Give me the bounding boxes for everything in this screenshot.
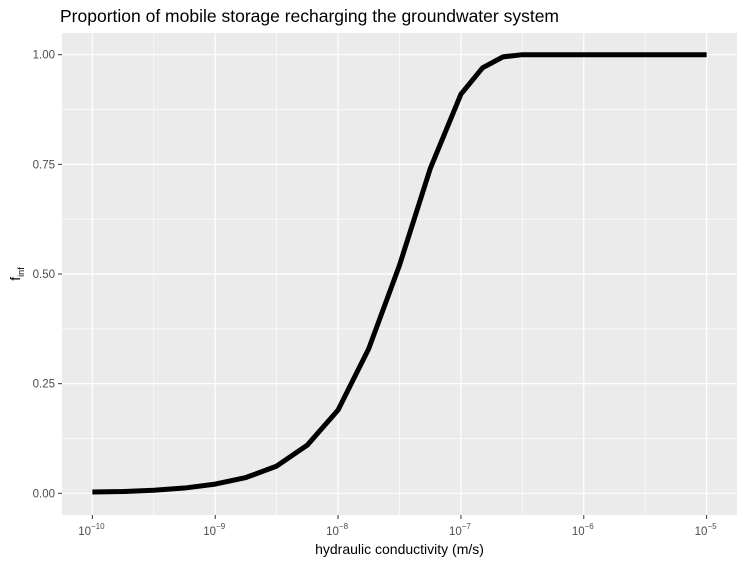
y-axis-title-base: f	[7, 277, 23, 281]
y-axis-title: finf	[7, 267, 26, 281]
chart-title: Proportion of mobile storage recharging …	[60, 6, 559, 26]
x-tick-label: 10−9	[203, 522, 225, 538]
x-tick-label-exponent: −9	[216, 522, 226, 531]
x-tick-label-base: 10	[326, 526, 339, 538]
y-tick-label: 0.25	[33, 379, 55, 391]
series-layer	[92, 52, 707, 495]
x-tick-label-exponent: −6	[585, 522, 595, 531]
x-tick-label: 10−5	[695, 522, 717, 538]
x-tick-label-base: 10	[695, 526, 708, 538]
x-tick-label-base: 10	[78, 526, 91, 538]
x-tick-label: 10−10	[78, 522, 105, 538]
y-axis-title-subscript: inf	[16, 267, 26, 277]
x-tick-label-exponent: −5	[707, 522, 717, 531]
x-tick-label-exponent: −7	[462, 522, 472, 531]
x-axis-title: hydraulic conductivity (m/s)	[315, 541, 484, 557]
y-tick-label: 1.00	[33, 50, 55, 62]
x-tick-label: 10−7	[449, 522, 471, 538]
y-tick-label: 0.50	[33, 269, 55, 281]
x-axis: 10−10 10−9 10−8 10−7 10−6 10−5	[78, 515, 717, 538]
x-tick-label-base: 10	[572, 526, 585, 538]
x-tick-label-base: 10	[449, 526, 462, 538]
x-tick-label-exponent: −10	[91, 522, 105, 531]
x-tick-label-exponent: −8	[339, 522, 349, 531]
x-tick-label: 10−6	[572, 522, 594, 538]
y-tick-label: 0.75	[33, 159, 55, 171]
y-tick-label: 0.00	[33, 488, 55, 500]
y-axis: 0.00 0.25 0.50 0.75 1.00	[33, 50, 62, 500]
series-line	[92, 52, 707, 495]
x-tick-label-base: 10	[203, 526, 216, 538]
x-tick-label: 10−8	[326, 522, 348, 538]
